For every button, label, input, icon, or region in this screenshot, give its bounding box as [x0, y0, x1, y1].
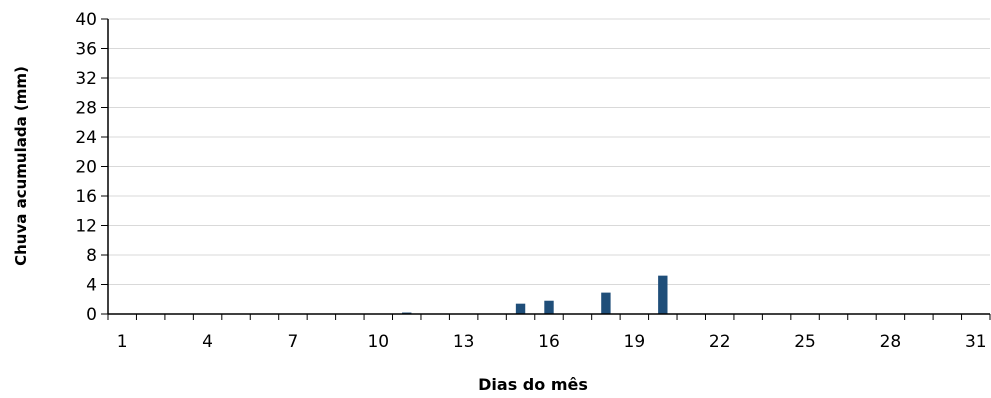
- y-tick-label: 28: [75, 99, 97, 119]
- bars: [402, 275, 668, 314]
- x-tick-label: 31: [965, 332, 987, 352]
- x-tick-label: 25: [794, 332, 816, 352]
- gridlines: [108, 18, 990, 285]
- x-axis-title: Dias do mês: [478, 375, 588, 394]
- x-tick-label: 22: [709, 332, 731, 352]
- y-axis-title: Chuva acumulada (mm): [12, 66, 30, 266]
- x-tick-label: 10: [367, 332, 389, 352]
- y-tick-label: 40: [75, 10, 97, 30]
- y-tick-label: 24: [75, 128, 97, 148]
- x-tick-label: 1: [117, 332, 128, 352]
- bar-day-20: [658, 275, 668, 314]
- axes: [107, 19, 991, 320]
- x-tick-labels: 1 4 7 10 13 16 19 22 25 28 31: [117, 332, 987, 352]
- x-tick-label: 16: [538, 332, 560, 352]
- bar-day-16: [544, 300, 554, 314]
- y-tick-label: 0: [86, 305, 97, 325]
- x-tick-label: 28: [880, 332, 902, 352]
- y-tick-label: 32: [75, 69, 97, 89]
- y-tick-label: 4: [86, 276, 97, 296]
- y-tick-label: 8: [86, 246, 97, 266]
- x-tick-label: 7: [288, 332, 299, 352]
- y-tick-label: 12: [75, 217, 97, 237]
- bar-day-15: [515, 303, 526, 314]
- y-tick-labels: 0 4 8 12 16 20 24 28 32 36 40: [75, 10, 108, 325]
- x-tick-label: 19: [624, 332, 646, 352]
- y-tick-label: 16: [75, 187, 97, 207]
- x-tick-label: 13: [453, 332, 475, 352]
- x-tick-label: 4: [202, 332, 213, 352]
- bar-day-18: [601, 292, 611, 314]
- y-tick-label: 20: [75, 158, 97, 178]
- y-tick-label: 36: [75, 40, 97, 60]
